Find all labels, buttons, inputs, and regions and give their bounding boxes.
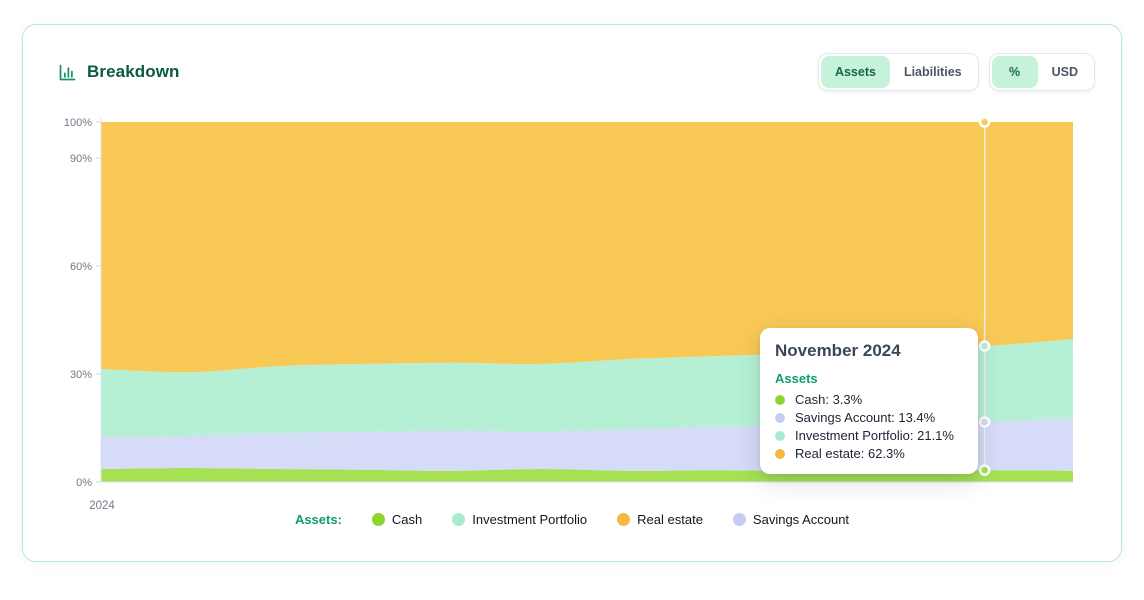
legend-item-real-estate[interactable]: Real estate — [617, 512, 703, 527]
page-title: Breakdown — [87, 62, 180, 81]
investment-dot — [452, 513, 466, 526]
toggle-assets[interactable]: Assets — [820, 56, 890, 88]
y-tick-label: 30% — [70, 369, 92, 381]
tooltip-row: Real estate: 62.3% — [775, 445, 963, 462]
hover-marker-savings-account — [978, 416, 991, 428]
hover-marker-investment-portfolio — [978, 340, 991, 352]
x-tick-label: 2024 — [89, 500, 115, 512]
title-wrap: Breakdown — [57, 62, 180, 83]
legend-label: Assets: — [294, 512, 342, 527]
chart-tooltip: November 2024 Assets Cash: 3.3% Savings … — [760, 328, 978, 474]
tooltip-title: November 2024 — [775, 341, 901, 360]
bar-chart-icon — [57, 62, 78, 83]
legend-item-savings-account[interactable]: Savings Account — [732, 512, 850, 527]
y-tick-label: 60% — [70, 261, 92, 273]
savings-dot — [732, 513, 746, 526]
tooltip-value: Savings Account: 13.4% — [795, 410, 936, 425]
savings-dot — [775, 412, 785, 423]
area-real-estate — [101, 122, 1073, 373]
toggle-usd[interactable]: USD — [1051, 65, 1078, 79]
legend-item-label: Real estate — [637, 512, 703, 527]
chart-legend: Assets: Cash Investment Portfolio Real e… — [23, 512, 1121, 527]
tooltip-row: Cash: 3.3% — [775, 391, 963, 408]
stacked-area-chart[interactable]: 0% 30% 60% 90% 100% 2024 — [23, 25, 1123, 563]
tooltip-section-label: Assets — [775, 371, 818, 386]
real-estate-dot — [775, 448, 785, 459]
hover-marker-cash — [978, 464, 991, 476]
real-estate-dot — [617, 513, 631, 526]
hover-marker-real-estate — [978, 116, 991, 128]
toggle-percent[interactable]: % — [991, 56, 1038, 88]
tooltip-value: Cash: 3.3% — [795, 392, 863, 407]
legend-item-investment-portfolio[interactable]: Investment Portfolio — [452, 512, 587, 527]
toggle-liabilities[interactable]: Liabilities — [903, 65, 962, 79]
card-header: Breakdown Assets Liabilities % USD — [57, 51, 1095, 93]
y-tick-label: 0% — [76, 477, 92, 489]
cash-dot — [775, 394, 785, 405]
investment-dot — [775, 430, 785, 441]
cash-dot — [371, 513, 385, 526]
legend-item-label: Cash — [391, 512, 423, 527]
y-tick-label: 90% — [70, 153, 92, 165]
legend-item-cash[interactable]: Cash — [371, 512, 423, 527]
tooltip-value: Real estate: 62.3% — [795, 446, 905, 461]
tooltip-value: Investment Portfolio: 21.1% — [795, 428, 954, 443]
unit-toggle: % USD — [988, 53, 1095, 91]
tooltip-row: Savings Account: 13.4% — [775, 409, 963, 426]
legend-item-label: Investment Portfolio — [472, 512, 588, 527]
tooltip-row: Investment Portfolio: 21.1% — [775, 427, 963, 444]
legend-item-label: Savings Account — [752, 512, 850, 527]
y-tick-label: 100% — [64, 117, 92, 129]
scope-toggle: Assets Liabilities — [817, 53, 979, 91]
toggle-area: Assets Liabilities % USD — [817, 53, 1095, 91]
breakdown-card: 0% 30% 60% 90% 100% 2024 Breakdown Assets Lia… — [22, 24, 1122, 562]
